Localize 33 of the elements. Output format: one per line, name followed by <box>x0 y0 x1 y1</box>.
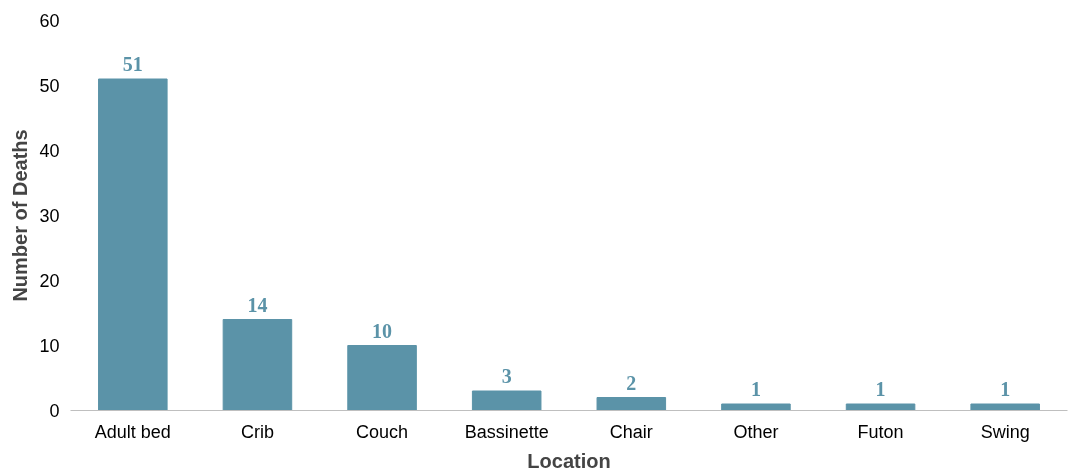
y-tick-label: 40 <box>39 141 60 161</box>
data-label: 2 <box>626 371 637 394</box>
y-tick-label: 0 <box>49 401 60 421</box>
x-tick-label: Other <box>733 421 779 442</box>
bar <box>845 403 916 411</box>
data-label: 1 <box>875 378 886 400</box>
y-tick-label: 50 <box>39 76 60 96</box>
data-label: 3 <box>501 365 512 387</box>
bar <box>222 319 293 411</box>
y-tick-label: 10 <box>39 336 60 356</box>
bar <box>970 403 1040 411</box>
data-label: 51 <box>122 53 143 75</box>
bar <box>596 397 667 411</box>
bar <box>98 78 168 411</box>
y-tick-label: 30 <box>39 206 60 226</box>
bar <box>347 345 417 411</box>
x-tick-label: Chair <box>609 421 653 442</box>
data-label: 14 <box>247 293 268 316</box>
bar <box>721 403 791 411</box>
y-axis-title: Number of Deaths <box>9 129 32 302</box>
x-tick-label: Crib <box>240 421 274 442</box>
x-tick-label: Adult bed <box>94 421 171 442</box>
y-tick-label: 60 <box>39 11 60 31</box>
y-tick-label: 20 <box>39 271 60 291</box>
x-tick-label: Bassinette <box>464 421 549 442</box>
data-label: 10 <box>372 319 393 342</box>
x-axis-title: Location <box>527 449 611 472</box>
x-tick-label: Couch <box>356 421 409 442</box>
data-label: 1 <box>1000 378 1011 400</box>
data-label: 1 <box>750 378 761 400</box>
x-tick-label: Futon <box>857 421 904 442</box>
x-tick-label: Swing <box>980 421 1030 442</box>
bar <box>471 390 542 411</box>
